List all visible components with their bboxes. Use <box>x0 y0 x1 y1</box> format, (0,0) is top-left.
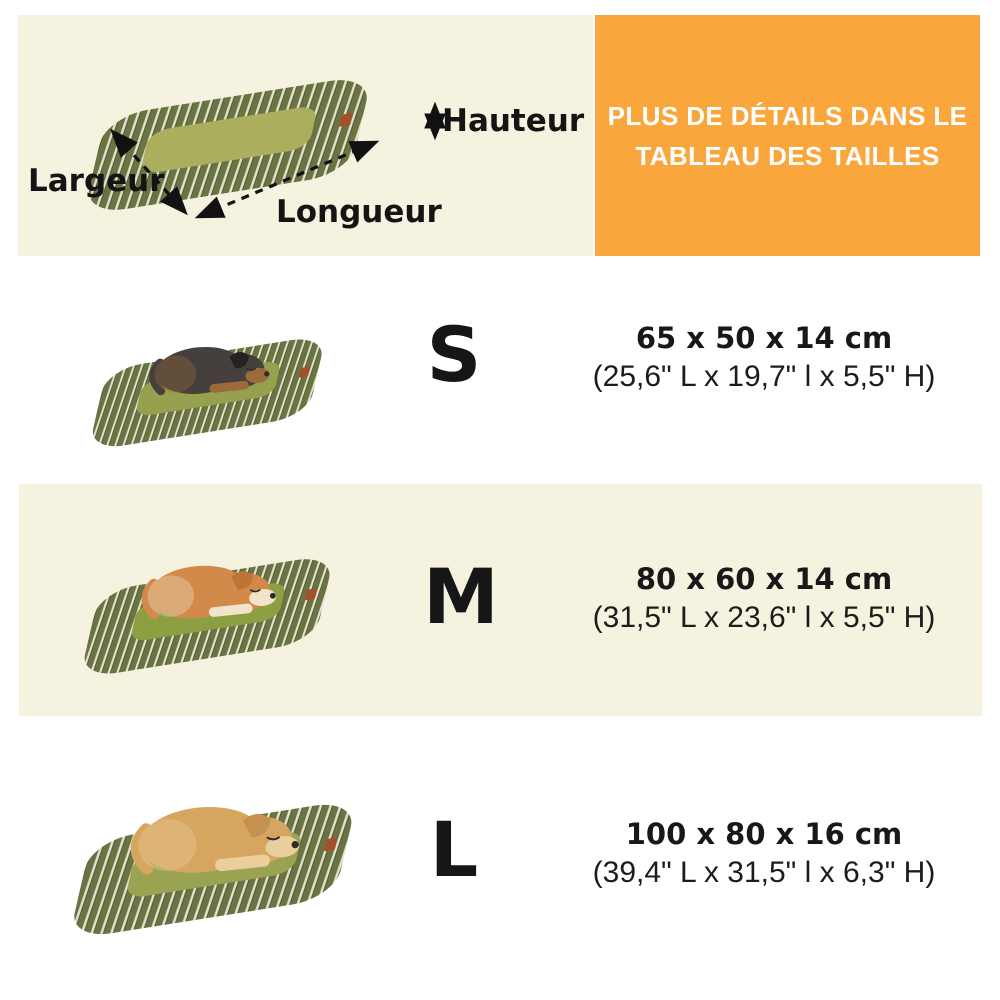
dimension-diagram-panel: Hauteur Largeur Longueur <box>18 15 593 256</box>
size-l-dimensions-cm: 100 x 80 x 16 cm <box>625 817 903 851</box>
banner-line-1: PLUS DE DÉTAILS DANS LE <box>607 100 968 131</box>
size-s-dimensions-cm: 65 x 50 x 14 cm <box>635 321 893 355</box>
size-l-letter: L <box>429 805 479 894</box>
size-s-dimensions: 65 x 50 x 14 cm (25,6" L x 19,7" l x 5,5… <box>552 318 976 396</box>
size-m-dimensions-inches: (31,5" L x 23,6" l x 5,5" H) <box>592 601 936 634</box>
size-m-dimensions-cm: 80 x 60 x 14 cm <box>635 562 893 596</box>
height-label: Hauteur <box>442 103 585 139</box>
size-l-dimensions: 100 x 80 x 16 cm (39,4" L x 31,5" l x 6,… <box>552 814 976 892</box>
banner-line-2: TABLEAU DES TAILLES <box>635 140 940 171</box>
size-row-s: S 65 x 50 x 14 cm (25,6" L x 19,7" l x 5… <box>0 256 1000 484</box>
size-row-l: L 100 x 80 x 16 cm (39,4" L x 31,5" l x … <box>0 716 1000 1000</box>
size-s-letter: S <box>426 310 482 399</box>
size-row-m: M 80 x 60 x 14 cm (31,5" L x 23,6" l x 5… <box>19 484 982 716</box>
size-m-letter: M <box>423 552 499 641</box>
size-l-dimensions-inches: (39,4" L x 31,5" l x 6,3" H) <box>592 856 936 889</box>
size-l-bed-photo <box>48 796 382 946</box>
size-m-bed-photo <box>63 532 355 684</box>
size-s-dimensions-inches: (25,6" L x 19,7" l x 5,5" H) <box>592 360 936 393</box>
size-s-bed-photo <box>75 314 343 456</box>
details-banner: PLUS DE DÉTAILS DANS LE TABLEAU DES TAIL… <box>595 15 980 256</box>
size-m-dimensions: 80 x 60 x 14 cm (31,5" L x 23,6" l x 5,5… <box>552 559 976 637</box>
length-label: Longueur <box>276 194 442 230</box>
width-label: Largeur <box>28 163 165 199</box>
